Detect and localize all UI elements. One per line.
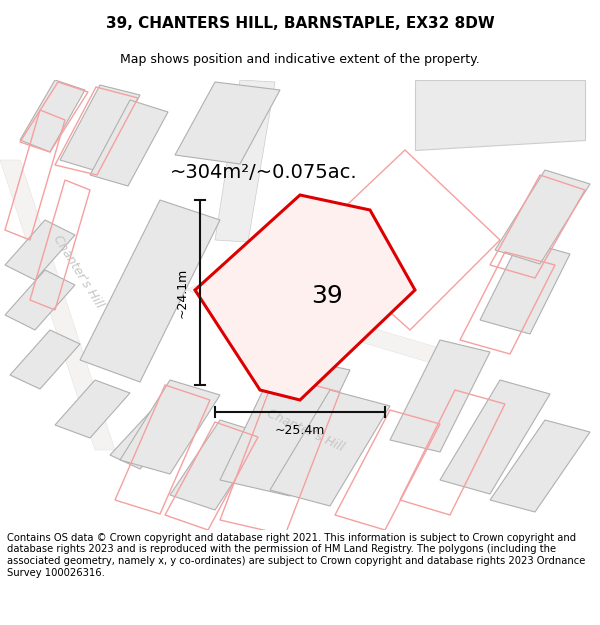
Polygon shape [90,100,168,186]
Polygon shape [390,340,490,452]
Text: 39, CHANTERS HILL, BARNSTAPLE, EX32 8DW: 39, CHANTERS HILL, BARNSTAPLE, EX32 8DW [106,16,494,31]
Text: Contains OS data © Crown copyright and database right 2021. This information is : Contains OS data © Crown copyright and d… [7,533,586,578]
Polygon shape [110,412,180,469]
Polygon shape [195,195,415,400]
Text: Map shows position and indicative extent of the property.: Map shows position and indicative extent… [120,54,480,66]
Polygon shape [55,380,130,438]
Polygon shape [175,82,280,164]
Polygon shape [10,330,80,389]
Polygon shape [270,390,390,506]
Text: ~24.1m: ~24.1m [176,268,188,318]
Text: 39: 39 [311,284,343,308]
Text: ~304m²/~0.075ac.: ~304m²/~0.075ac. [170,162,358,181]
Text: ~25.4m: ~25.4m [275,424,325,436]
Polygon shape [440,380,550,494]
Polygon shape [20,80,85,152]
Polygon shape [0,160,115,450]
Polygon shape [220,355,350,496]
Polygon shape [215,80,275,242]
Polygon shape [490,420,590,512]
Polygon shape [415,80,585,150]
Text: Chanter's Hill: Chanter's Hill [50,233,106,311]
Text: Chanter's Hill: Chanter's Hill [265,406,346,454]
Polygon shape [80,200,220,382]
Polygon shape [5,220,75,280]
Polygon shape [480,240,570,334]
Polygon shape [120,380,220,474]
Polygon shape [495,170,590,264]
Polygon shape [5,270,75,330]
Polygon shape [170,420,265,510]
Polygon shape [185,280,480,370]
Polygon shape [60,85,140,172]
